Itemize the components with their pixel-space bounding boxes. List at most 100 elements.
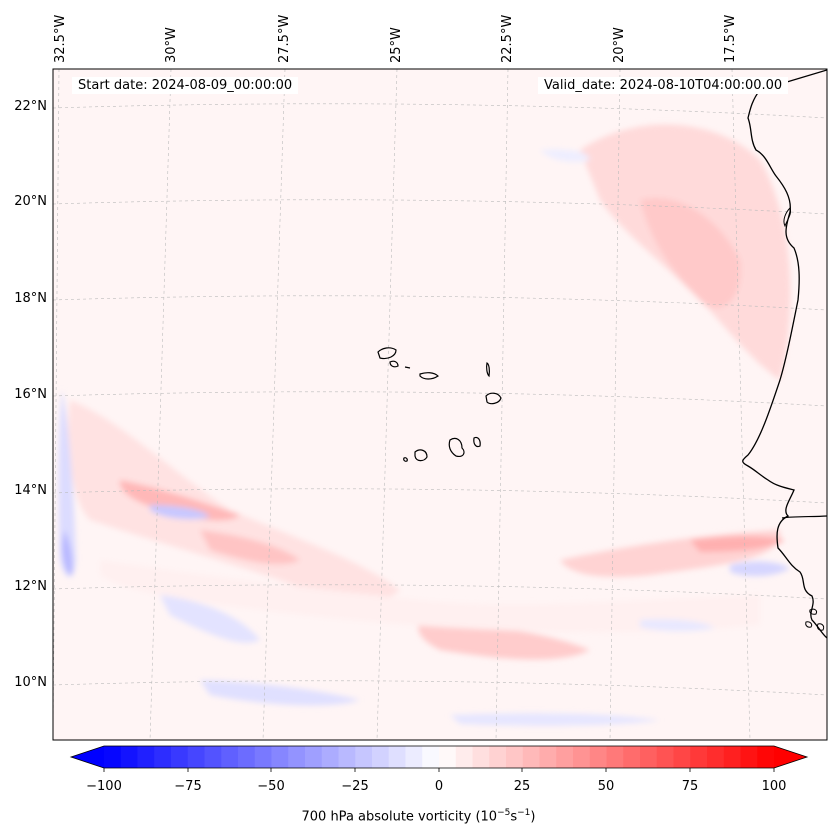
colorbar-bin (707, 746, 725, 768)
colorbar-bin (522, 746, 540, 768)
meridian-line (149, 69, 172, 740)
colorbar-bin (422, 746, 440, 768)
coastal-island (805, 621, 813, 628)
colorbar-bin (372, 746, 390, 768)
graticule (53, 69, 827, 740)
parallel-line (53, 295, 827, 311)
colorbar-bin (556, 746, 574, 768)
colorbar-bin (137, 746, 155, 768)
african-coastline (742, 69, 827, 639)
parallel-line (53, 584, 827, 600)
vorticity-positive-area (690, 536, 785, 552)
island-santo-antao (377, 347, 397, 360)
colorbar-ticks (103, 768, 775, 772)
colorbar-bin (154, 746, 172, 768)
island-maio (473, 436, 481, 448)
colorbar-bin (120, 746, 138, 768)
vorticity-negative-area (62, 530, 73, 575)
colorbar-bin (254, 746, 272, 768)
vorticity-negative-area (150, 505, 210, 520)
vorticity-positive-area (418, 620, 590, 660)
parallel-line (53, 103, 827, 119)
colorbar-bin (723, 746, 741, 768)
colorbar-bin (204, 746, 222, 768)
coast-island (783, 207, 791, 228)
colorbar-bin (338, 746, 356, 768)
island-sao-vicente (389, 360, 399, 368)
vorticity-negative-area (58, 390, 76, 577)
lon-tick-label: 22.5°W (500, 14, 515, 63)
lon-tick-label: 20°W (612, 27, 627, 63)
colorbar-bin (288, 746, 306, 768)
colorbar-bin (606, 746, 624, 768)
vorticity-positive-area (119, 480, 240, 521)
colorbar-tick-label: 100 (761, 779, 787, 794)
vorticity-positive-area (640, 198, 741, 308)
colorbar-bin (506, 746, 524, 768)
bissagos-islands (805, 608, 825, 631)
vorticity-positive-area (100, 560, 760, 633)
colorbar-min-extension (71, 746, 104, 768)
lon-tick-label: 25°W (389, 27, 404, 63)
vorticity-negative-area (450, 713, 660, 726)
island-brava (403, 457, 408, 462)
vorticity-negative-area (200, 680, 360, 706)
lat-tick-label: 16°N (14, 387, 47, 402)
colorbar-tick-label: −75 (174, 779, 202, 794)
meridian-line (262, 69, 286, 740)
island-santa-luzia (404, 366, 411, 369)
meridian-line (609, 69, 621, 740)
parallel-line (53, 680, 827, 696)
island-sal (486, 362, 490, 378)
vorticity-field (58, 124, 791, 726)
meridian-line (731, 69, 751, 740)
lon-tick-label: 32.5°W (53, 14, 68, 63)
colorbar-bin (355, 746, 373, 768)
vorticity-negative-area (640, 619, 715, 632)
meridian-line (495, 69, 509, 740)
island-sao-nicolau (419, 372, 439, 380)
colorbar-bin (171, 746, 189, 768)
colorbar (69, 745, 809, 772)
colorbar-bin (104, 746, 122, 768)
lat-tick-label: 12°N (14, 579, 47, 594)
colorbar-bin (187, 746, 205, 768)
colorbar-title: 700 hPa absolute vorticity (10−5s−1) (301, 808, 536, 825)
start-date-label: Start date: 2024-08-09_00:00:00 (72, 77, 299, 94)
colorbar-bin (623, 746, 641, 768)
island-boa-vista (485, 392, 502, 405)
colorbar-bin (439, 746, 457, 768)
colorbar-bin (757, 746, 775, 768)
meridian-line (53, 69, 60, 740)
colorbar-tick-label: −25 (341, 779, 369, 794)
colorbar-tick-label: −100 (86, 779, 122, 794)
colorbar-tick-label: 50 (597, 779, 615, 794)
valid-date-label: Valid_date: 2024-08-10T04:00:00.00 (538, 77, 789, 94)
island-fogo (414, 449, 428, 462)
colorbar-bin (305, 746, 323, 768)
lat-tick-label: 14°N (14, 483, 47, 498)
meridian-line (376, 69, 398, 740)
colorbar-bin (388, 746, 406, 768)
colorbar-bin (238, 746, 256, 768)
colorbar-max-extension (774, 746, 807, 768)
vorticity-positive-area (200, 530, 300, 565)
vorticity-negative-area (540, 149, 590, 162)
colorbar-bin (472, 746, 490, 768)
lon-tick-label: 17.5°W (723, 14, 738, 63)
lon-tick-label: 30°W (164, 27, 179, 63)
island-santiago (448, 437, 465, 457)
vorticity-positive-area (68, 400, 401, 601)
colorbar-bin (573, 746, 591, 768)
map-frame (52, 68, 828, 741)
colorbar-bin (656, 746, 674, 768)
colorbar-bin (221, 746, 239, 768)
parallel-line (53, 488, 827, 504)
vorticity-negative-area (730, 561, 790, 577)
vorticity-negative-area (160, 595, 260, 643)
coastal-island (809, 608, 817, 615)
colorbar-bin (489, 746, 507, 768)
lat-tick-label: 18°N (14, 291, 47, 306)
colorbar-bin (673, 746, 691, 768)
